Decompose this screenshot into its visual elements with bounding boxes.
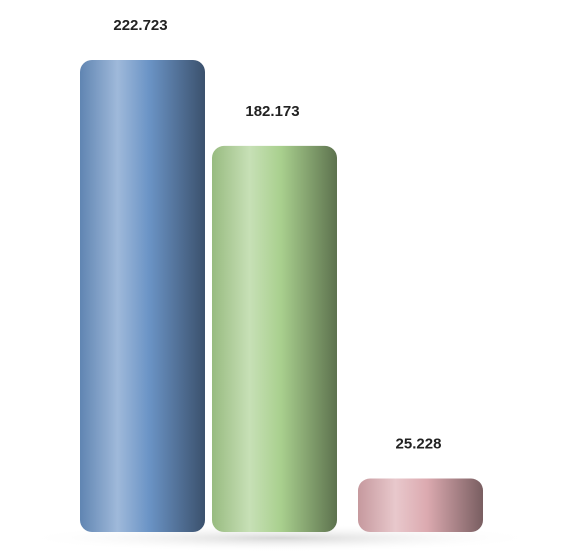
bar	[212, 145, 337, 532]
bar	[358, 478, 483, 532]
value-label: 25.228	[396, 436, 442, 453]
bar	[80, 60, 205, 532]
value-label: 222.723	[113, 17, 167, 34]
value-label: 182.173	[245, 103, 299, 120]
